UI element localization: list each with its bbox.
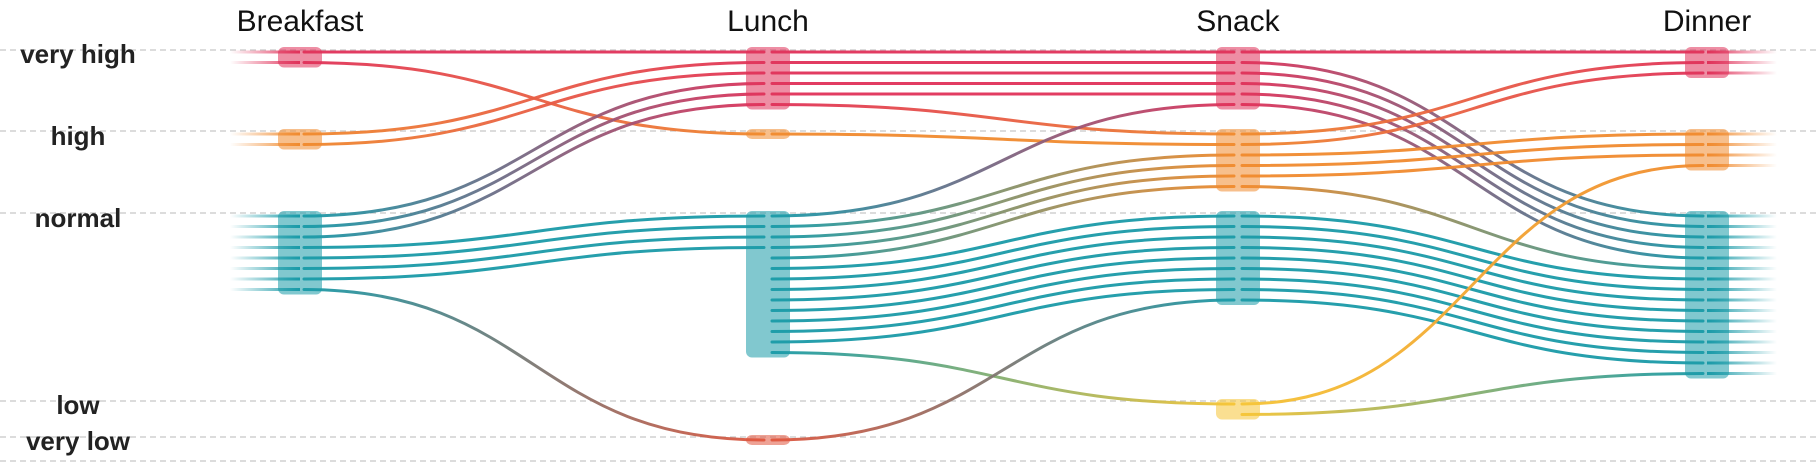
node-lunch-very-high: [746, 47, 790, 110]
flow-snack-low-to-dinner-high: [1242, 166, 1703, 405]
flow-breakfast-normal-to-lunch-very-low: [304, 290, 764, 441]
flow-breakfast-normal-to-lunch-very-high: [304, 94, 764, 227]
row-label-high: high: [51, 121, 106, 151]
row-label-very-low: very low: [26, 426, 131, 456]
row-label-normal: normal: [35, 203, 122, 233]
flow-snack-very-high-to-dinner-normal: [1242, 73, 1703, 227]
node-dinner-normal: [1685, 211, 1729, 379]
node-snack-normal: [1216, 211, 1260, 305]
flow-lunch-normal-to-snack-high: [772, 155, 1234, 227]
flow-breakfast-normal-to-lunch-very-high: [304, 84, 764, 217]
row-label-low: low: [56, 390, 100, 420]
flow-lunch-very-low-to-snack-normal: [772, 300, 1234, 440]
flow-lunch-normal-to-snack-high: [772, 187, 1234, 259]
flow-lunch-high-to-snack-high: [772, 134, 1234, 145]
flow-snack-very-high-to-dinner-normal: [1242, 105, 1703, 259]
column-label-breakfast: Breakfast: [237, 5, 364, 38]
row-label-very-high: very high: [20, 39, 136, 69]
flow-lunch-normal-to-snack-high: [772, 166, 1234, 238]
node-breakfast-high: [278, 129, 322, 150]
flow-lunch-normal-to-snack-low: [772, 353, 1234, 405]
node-breakfast-normal: [278, 211, 322, 295]
flow-snack-low-to-dinner-normal: [1242, 374, 1703, 415]
node-dinner-high: [1685, 129, 1729, 171]
flow-lunch-normal-to-snack-very-high: [772, 105, 1234, 217]
node-breakfast-very-high: [278, 47, 322, 68]
node-dinner-very-high: [1685, 47, 1729, 78]
flow-ribbons: [230, 52, 1777, 440]
node-snack-very-high: [1216, 47, 1260, 110]
flow-snack-very-high-to-dinner-normal: [1242, 84, 1703, 238]
column-label-snack: Snack: [1196, 5, 1280, 38]
gridlines: [0, 50, 1819, 461]
flow-snack-very-high-to-dinner-normal: [1242, 94, 1703, 248]
node-lunch-very-low: [746, 435, 790, 445]
node-snack-low: [1216, 399, 1260, 420]
column-label-lunch: Lunch: [727, 5, 809, 38]
node-lunch-high: [746, 129, 790, 139]
node-snack-high: [1216, 129, 1260, 192]
column-label-dinner: Dinner: [1663, 5, 1751, 38]
node-lunch-normal: [746, 211, 790, 358]
flow-snack-very-high-to-dinner-normal: [1242, 63, 1703, 217]
